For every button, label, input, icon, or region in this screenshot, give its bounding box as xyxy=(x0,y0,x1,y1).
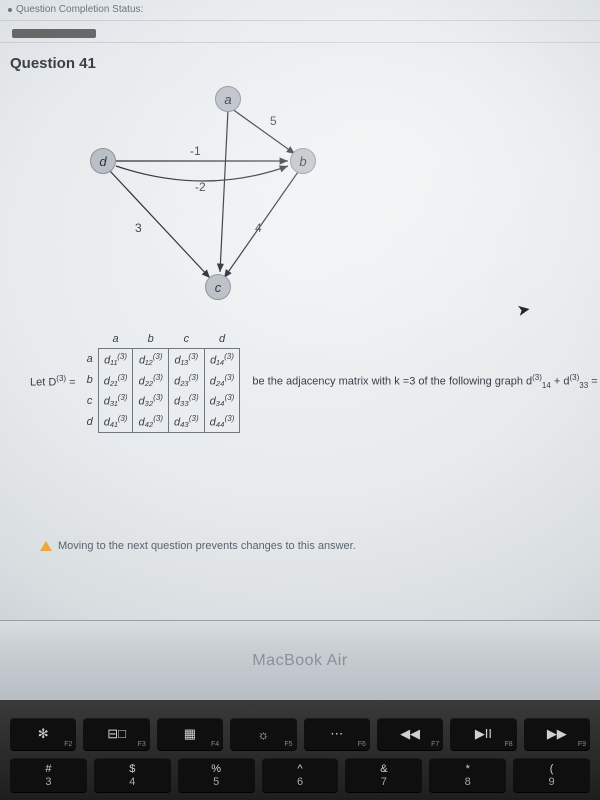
graph-edges xyxy=(60,86,360,306)
row-header: b xyxy=(82,370,99,391)
question-title: Question 41 xyxy=(10,55,96,72)
warning-icon xyxy=(40,541,52,551)
row-header: a xyxy=(82,349,99,370)
key-8[interactable]: *8 xyxy=(429,758,506,792)
status-dot-icon xyxy=(8,8,12,12)
key-f2[interactable]: ✻F2 xyxy=(10,718,76,750)
row-header: c xyxy=(82,390,99,411)
laptop-brand: MacBook Air xyxy=(252,652,347,670)
edge-label-dc: 3 xyxy=(135,221,142,235)
edge-label-bc: 4 xyxy=(255,221,262,235)
key-9[interactable]: (9 xyxy=(513,758,590,792)
key-5[interactable]: %5 xyxy=(178,758,255,792)
key-f7[interactable]: ◀◀F7 xyxy=(377,718,443,750)
cursor-icon: ➤ xyxy=(515,299,532,321)
key-f4[interactable]: ▦F4 xyxy=(157,718,223,750)
let-text: Let D(3) = xyxy=(30,374,76,389)
status-bar: Question Completion Status: xyxy=(0,2,600,17)
key-f9[interactable]: ▶▶F9 xyxy=(524,718,590,750)
separator-2 xyxy=(0,42,600,43)
matrix-expression: Let D(3) = a b c d a d₁₁(3) d₁₂(3) d₁₃(3… xyxy=(30,330,580,433)
row-header: d xyxy=(82,411,99,432)
key-f3[interactable]: ⊟□F3 xyxy=(83,718,149,750)
adjacency-matrix: a b c d a d₁₁(3) d₁₂(3) d₁₃(3) d₁₄(3) b … xyxy=(82,330,241,433)
warning-message: Moving to the next question prevents cha… xyxy=(40,540,356,552)
graph-node-c: c xyxy=(205,274,231,300)
post-matrix-text: be the adjacency matrix with k =3 of the… xyxy=(252,373,600,390)
key-7[interactable]: &7 xyxy=(345,758,422,792)
graph-diagram: a b c d 5 -1 -2 3 4 xyxy=(60,86,360,306)
graph-node-b: b xyxy=(290,148,316,174)
graph-node-a: a xyxy=(215,86,241,112)
col-header: d xyxy=(204,330,240,349)
key-f5[interactable]: ☼F5 xyxy=(230,718,296,750)
laptop-bezel: MacBook Air xyxy=(0,620,600,700)
col-header: c xyxy=(168,330,204,349)
faded-warning-top: x xyxy=(12,28,96,39)
key-f8[interactable]: ▶IIF8 xyxy=(450,718,516,750)
graph-node-d: d xyxy=(90,148,116,174)
key-3[interactable]: #3 xyxy=(10,758,87,792)
col-header: b xyxy=(133,330,169,349)
function-key-row: ✻F2 ⊟□F3 ▦F4 ☼F5 ⋯F6 ◀◀F7 ▶IIF8 ▶▶F9 xyxy=(10,718,590,750)
screen-content: Question Completion Status: x Question 4… xyxy=(0,0,600,620)
key-6[interactable]: ^6 xyxy=(262,758,339,792)
status-label: Question Completion Status: xyxy=(16,4,143,15)
col-header: a xyxy=(98,330,133,349)
edge-label-db1: -1 xyxy=(190,144,201,158)
key-4[interactable]: $4 xyxy=(94,758,171,792)
number-key-row: #3 $4 %5 ^6 &7 *8 (9 xyxy=(10,758,590,792)
warning-text: Moving to the next question prevents cha… xyxy=(58,540,356,552)
edge-label-db2: -2 xyxy=(195,180,206,194)
separator xyxy=(0,20,600,21)
edge-label-ab: 5 xyxy=(270,114,277,128)
key-f6[interactable]: ⋯F6 xyxy=(304,718,370,750)
keyboard: ✻F2 ⊟□F3 ▦F4 ☼F5 ⋯F6 ◀◀F7 ▶IIF8 ▶▶F9 #3 … xyxy=(0,700,600,800)
